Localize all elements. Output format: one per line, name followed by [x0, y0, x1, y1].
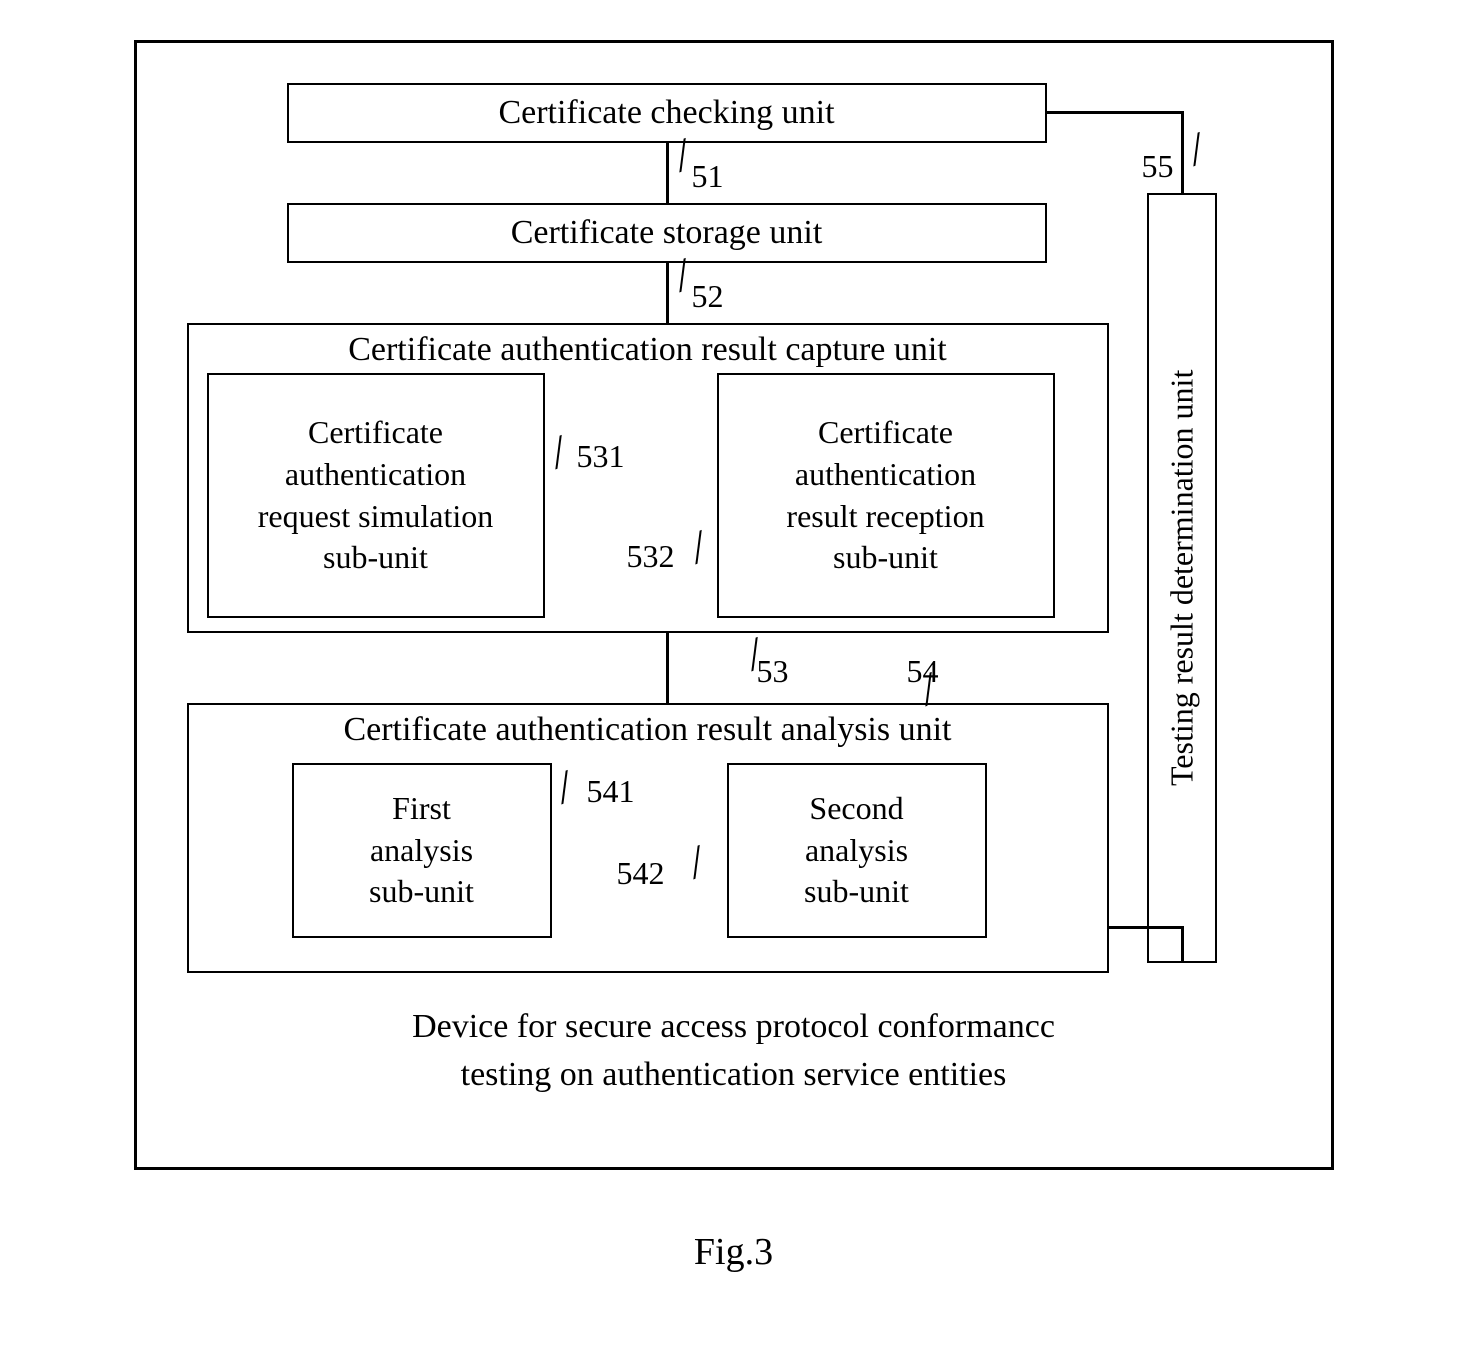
box-req-sim-label: Certificate authentication request simul… [258, 412, 494, 578]
tick-53: ╱ [742, 638, 767, 672]
box-second-analysis-label: Second analysis sub-unit [804, 788, 909, 913]
box-first-analysis-label: First analysis sub-unit [369, 788, 474, 913]
tick-51: ╱ [670, 139, 695, 173]
box-result-det-label: Testing result determination unit [1163, 370, 1200, 786]
diagram-frame: Certificate checking unit 51 ╱ 55 ╱ Cert… [134, 40, 1334, 1170]
ref-52: 52 [692, 278, 724, 315]
ref-51: 51 [692, 158, 724, 195]
ref-55: 55 [1142, 148, 1174, 185]
box-first-analysis: First analysis sub-unit [292, 763, 552, 938]
ref-531: 531 [577, 438, 625, 475]
ref-532: 532 [627, 538, 675, 575]
ref-542: 542 [617, 855, 665, 892]
connector-check-to-55-v [1181, 111, 1184, 193]
connector-52 [666, 263, 669, 323]
connector-53 [666, 633, 669, 703]
box-second-analysis: Second analysis sub-unit [727, 763, 987, 938]
tick-52: ╱ [670, 259, 695, 293]
box-analysis-unit-label: Certificate authentication result analys… [189, 705, 1107, 749]
figure-label: Fig.3 [40, 1230, 1427, 1274]
connector-51 [666, 143, 669, 203]
ref-541: 541 [587, 773, 635, 810]
box-cert-storage: Certificate storage unit [287, 203, 1047, 263]
box-result-det: Testing result determination unit [1147, 193, 1217, 963]
connector-check-to-55-h [1047, 111, 1181, 114]
box-cert-check: Certificate checking unit [287, 83, 1047, 143]
tick-55: ╱ [1184, 133, 1209, 167]
box-res-recv: Certificate authentication result recept… [717, 373, 1055, 618]
box-res-recv-label: Certificate authentication result recept… [786, 412, 984, 578]
box-req-sim: Certificate authentication request simul… [207, 373, 545, 618]
box-capture-unit-label: Certificate authentication result captur… [189, 325, 1107, 369]
diagram-caption: Device for secure access protocol confor… [137, 1003, 1331, 1098]
box-cert-storage-label: Certificate storage unit [511, 214, 823, 252]
box-cert-check-label: Certificate checking unit [498, 94, 834, 132]
